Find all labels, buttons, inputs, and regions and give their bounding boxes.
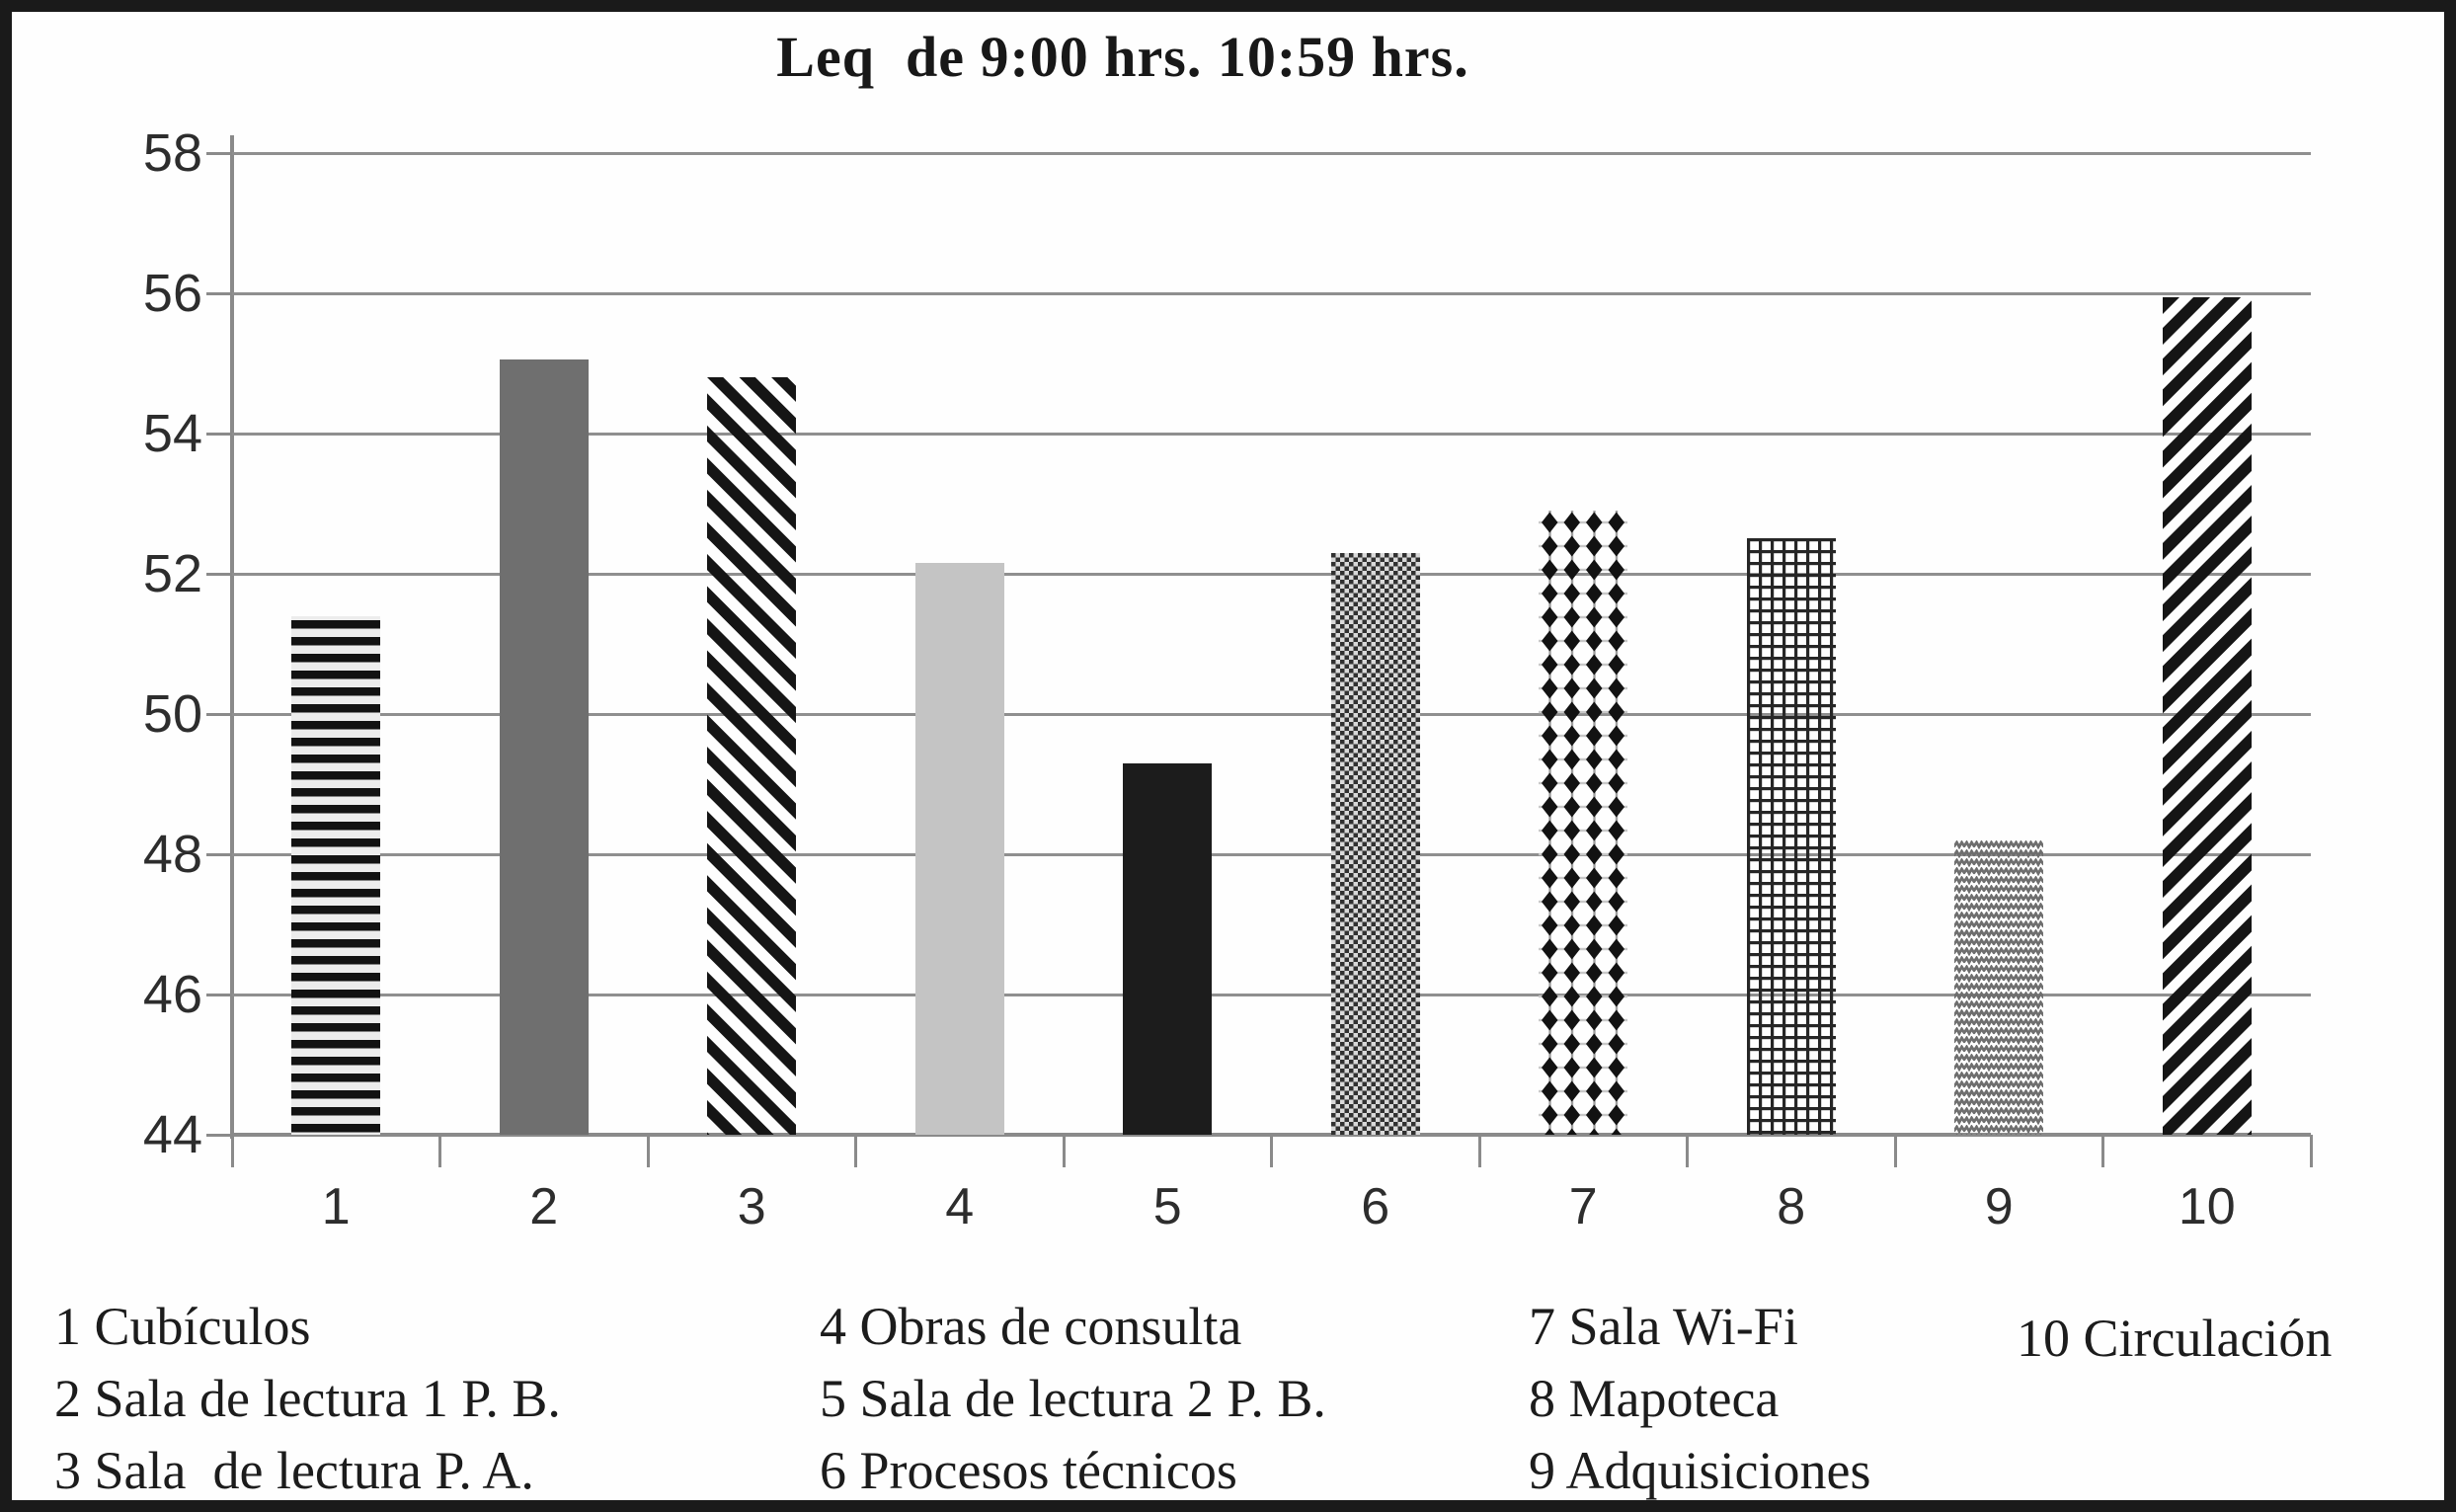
gridline-54 bbox=[232, 433, 2311, 436]
y-axis-label-56: 56 bbox=[142, 264, 202, 323]
bar-fill-6 bbox=[1330, 553, 1420, 1135]
gridline-52 bbox=[232, 573, 2311, 576]
plot-area bbox=[232, 153, 2311, 1135]
bar-8 bbox=[1746, 538, 1836, 1135]
legend-column-4: 10 Circulación bbox=[2017, 1303, 2332, 1375]
legend-column-3: 7 Sala Wi-Fi 8 Mapoteca 9 Adquisiciones bbox=[1529, 1291, 1871, 1500]
y-axis-tick-48 bbox=[206, 853, 232, 856]
y-axis-tick-54 bbox=[206, 433, 232, 436]
bar-fill-7 bbox=[1539, 511, 1628, 1135]
bar-fill-2 bbox=[499, 359, 589, 1135]
y-axis-tick-44 bbox=[206, 1134, 232, 1137]
y-axis-tick-46 bbox=[206, 994, 232, 996]
x-axis-label-1: 1 bbox=[321, 1178, 351, 1235]
chart-title: Leq de 9:00 hrs. 10:59 hrs. bbox=[776, 25, 1469, 89]
legend-item-3: 3 Sala de lectura P. A. bbox=[54, 1441, 534, 1500]
x-axis-tick-2 bbox=[646, 1135, 650, 1167]
x-axis-label-3: 3 bbox=[737, 1178, 766, 1235]
bar-4 bbox=[914, 563, 1004, 1135]
x-axis-label-8: 8 bbox=[1777, 1178, 1806, 1235]
gridline-56 bbox=[232, 292, 2311, 295]
gridline-50 bbox=[232, 713, 2311, 716]
bar-fill-8 bbox=[1746, 538, 1836, 1135]
bar-6 bbox=[1330, 553, 1420, 1135]
bar-10 bbox=[2162, 297, 2252, 1135]
gridline-48 bbox=[232, 853, 2311, 856]
gridline-46 bbox=[232, 994, 2311, 996]
legend-item-10: 10 Circulación bbox=[2017, 1309, 2333, 1368]
y-axis-label-50: 50 bbox=[142, 684, 202, 744]
bar-fill-4 bbox=[914, 563, 1004, 1135]
x-axis-label-9: 9 bbox=[1984, 1178, 2014, 1235]
x-axis-label-2: 2 bbox=[529, 1178, 559, 1235]
bar-5 bbox=[1123, 763, 1213, 1135]
bar-fill-9 bbox=[1954, 840, 2044, 1135]
x-axis-tick-8 bbox=[1893, 1135, 1897, 1167]
y-axis-tick-56 bbox=[206, 292, 232, 295]
legend-item-6: 6 Procesos técnicos bbox=[820, 1441, 1237, 1500]
x-axis-tick-3 bbox=[854, 1135, 857, 1167]
bar-3 bbox=[707, 377, 797, 1135]
legend-item-1: 1 Cubículos bbox=[54, 1297, 311, 1356]
y-axis-tick-52 bbox=[206, 573, 232, 576]
x-axis-tick-4 bbox=[1062, 1135, 1066, 1167]
y-axis-label-44: 44 bbox=[142, 1105, 202, 1164]
legend-item-7: 7 Sala Wi-Fi bbox=[1529, 1297, 1798, 1356]
legend-column-1: 1 Cubículos 2 Sala de lectura 1 P. B. 3 Sa… bbox=[54, 1291, 561, 1500]
bar-7 bbox=[1539, 511, 1628, 1135]
x-axis-tick-10 bbox=[2309, 1135, 2313, 1167]
y-axis-tick-50 bbox=[206, 713, 232, 716]
x-axis-line bbox=[232, 1133, 2311, 1137]
legend-item-9: 9 Adquisiciones bbox=[1529, 1441, 1871, 1500]
y-axis-label-46: 46 bbox=[142, 965, 202, 1024]
legend-column-2: 4 Obras de consulta 5 Sala de lectura 2 P… bbox=[820, 1291, 1326, 1500]
y-axis-line bbox=[230, 135, 234, 1139]
x-axis-label-10: 10 bbox=[2178, 1178, 2236, 1235]
x-axis-label-4: 4 bbox=[945, 1178, 975, 1235]
gridline-58 bbox=[232, 152, 2311, 155]
x-axis-tick-6 bbox=[1477, 1135, 1481, 1167]
x-axis-label-6: 6 bbox=[1361, 1178, 1390, 1235]
x-axis-label-7: 7 bbox=[1568, 1178, 1598, 1235]
y-axis-label-58: 58 bbox=[142, 123, 202, 183]
bar-fill-1 bbox=[291, 616, 381, 1135]
x-axis-tick-7 bbox=[1686, 1135, 1689, 1167]
bar-fill-3 bbox=[707, 377, 797, 1135]
y-axis-label-54: 54 bbox=[142, 404, 202, 463]
y-axis-label-52: 52 bbox=[142, 544, 202, 603]
bar-fill-5 bbox=[1123, 763, 1213, 1135]
bar-1 bbox=[291, 616, 381, 1135]
x-axis-tick-1 bbox=[438, 1135, 441, 1167]
x-axis-tick-0 bbox=[230, 1135, 234, 1167]
bar-2 bbox=[499, 359, 589, 1135]
bar-9 bbox=[1954, 840, 2044, 1135]
bar-fill-10 bbox=[2162, 297, 2252, 1135]
x-axis-label-5: 5 bbox=[1152, 1178, 1182, 1235]
legend-item-5: 5 Sala de lectura 2 P. B. bbox=[820, 1369, 1326, 1428]
y-axis-label-48: 48 bbox=[142, 825, 202, 884]
legend-item-2: 2 Sala de lectura 1 P. B. bbox=[54, 1369, 561, 1428]
legend-item-8: 8 Mapoteca bbox=[1529, 1369, 1780, 1428]
y-axis-tick-58 bbox=[206, 152, 232, 155]
x-axis-tick-5 bbox=[1270, 1135, 1273, 1167]
x-axis-tick-9 bbox=[2101, 1135, 2104, 1167]
legend-item-4: 4 Obras de consulta bbox=[820, 1297, 1242, 1356]
